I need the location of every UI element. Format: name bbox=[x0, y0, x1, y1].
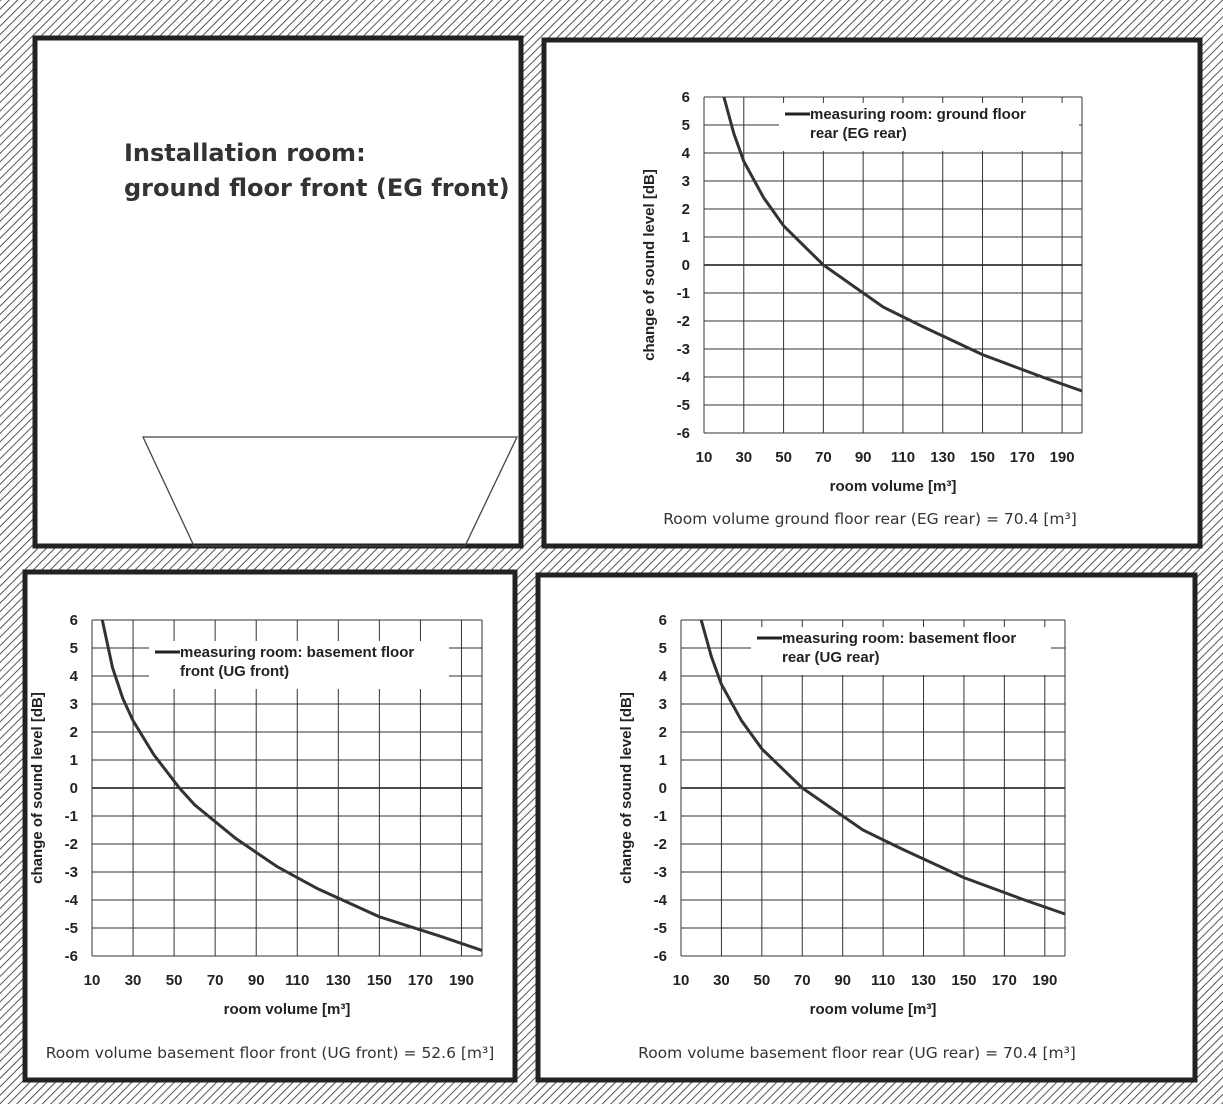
x-tick-label: 50 bbox=[166, 972, 183, 989]
y-tick-label: 4 bbox=[682, 145, 691, 162]
x-tick-label: 10 bbox=[84, 972, 101, 989]
y-tick-label: -5 bbox=[65, 920, 78, 937]
y-tick-label: 1 bbox=[682, 229, 690, 246]
x-tick-label: 130 bbox=[930, 449, 955, 466]
series-curve bbox=[100, 619, 483, 952]
y-tick-label: 6 bbox=[682, 89, 690, 106]
x-tick-label: 190 bbox=[1032, 972, 1057, 989]
y-axis-title: change of sound level [dB] bbox=[618, 692, 635, 884]
x-axis-title: room volume [m³] bbox=[224, 1001, 351, 1018]
y-tick-label: 5 bbox=[659, 640, 667, 657]
x-tick-label: 70 bbox=[815, 449, 832, 466]
x-tick-label: 50 bbox=[753, 972, 770, 989]
legend-label-line2: rear (EG rear) bbox=[810, 125, 907, 142]
y-tick-label: -1 bbox=[677, 285, 690, 302]
x-tick-label: 30 bbox=[735, 449, 752, 466]
x-tick-label: 50 bbox=[775, 449, 792, 466]
caption-ug-rear: Room volume basement floor rear (UG rear… bbox=[638, 1044, 1076, 1062]
legend-label-line2: rear (UG rear) bbox=[782, 649, 880, 666]
y-tick-label: 6 bbox=[70, 612, 78, 629]
y-tick-label: -6 bbox=[65, 948, 78, 965]
series-curve bbox=[699, 619, 1066, 916]
y-tick-label: 3 bbox=[659, 696, 667, 713]
y-tick-label: 2 bbox=[659, 724, 667, 741]
y-tick-label: 3 bbox=[682, 173, 690, 190]
series-curve bbox=[722, 96, 1083, 393]
y-tick-label: -4 bbox=[677, 369, 691, 386]
room-eg-front bbox=[32, 35, 524, 549]
x-tick-label: 130 bbox=[911, 972, 936, 989]
x-tick-label: 10 bbox=[673, 972, 690, 989]
caption-ug-front: Room volume basement floor front (UG fro… bbox=[46, 1044, 495, 1062]
y-tick-label: -2 bbox=[654, 836, 667, 853]
x-tick-label: 30 bbox=[125, 972, 142, 989]
legend-label-line2: front (UG front) bbox=[180, 663, 289, 680]
y-tick-label: 2 bbox=[682, 201, 690, 218]
x-tick-label: 70 bbox=[207, 972, 224, 989]
legend-box bbox=[779, 103, 1079, 151]
y-tick-label: -2 bbox=[65, 836, 78, 853]
x-tick-label: 130 bbox=[326, 972, 351, 989]
legend-box bbox=[149, 641, 449, 689]
y-tick-label: 4 bbox=[659, 668, 668, 685]
y-tick-label: 4 bbox=[70, 668, 79, 685]
legend-label-line1: measuring room: ground floor bbox=[810, 106, 1026, 123]
y-tick-label: -1 bbox=[654, 808, 667, 825]
y-tick-label: 3 bbox=[70, 696, 78, 713]
x-tick-label: 110 bbox=[891, 449, 915, 466]
y-tick-label: -2 bbox=[677, 313, 690, 330]
y-tick-label: 5 bbox=[682, 117, 690, 134]
y-tick-label: -3 bbox=[677, 341, 690, 358]
x-tick-label: 150 bbox=[951, 972, 976, 989]
y-tick-label: 1 bbox=[659, 752, 667, 769]
y-axis-title: change of sound level [dB] bbox=[29, 692, 46, 884]
y-tick-label: -4 bbox=[65, 892, 79, 909]
x-tick-label: 190 bbox=[1050, 449, 1075, 466]
x-tick-label: 90 bbox=[248, 972, 265, 989]
x-tick-label: 90 bbox=[834, 972, 851, 989]
x-tick-label: 170 bbox=[408, 972, 433, 989]
x-tick-label: 110 bbox=[285, 972, 309, 989]
installation-room-title-line2: ground floor front (EG front) bbox=[124, 174, 510, 202]
y-tick-label: 2 bbox=[70, 724, 78, 741]
y-tick-label: -1 bbox=[65, 808, 78, 825]
y-tick-label: 0 bbox=[70, 780, 78, 797]
legend-box bbox=[751, 627, 1051, 675]
x-tick-label: 10 bbox=[696, 449, 713, 466]
x-axis-title: room volume [m³] bbox=[830, 478, 957, 495]
y-tick-label: 0 bbox=[682, 257, 690, 274]
x-tick-label: 150 bbox=[367, 972, 392, 989]
y-tick-label: 6 bbox=[659, 612, 667, 629]
x-tick-label: 170 bbox=[992, 972, 1017, 989]
y-axis-title: change of sound level [dB] bbox=[641, 169, 658, 361]
caption-eg-rear: Room volume ground floor rear (EG rear) … bbox=[663, 510, 1077, 528]
x-tick-label: 90 bbox=[855, 449, 872, 466]
y-tick-label: -3 bbox=[654, 864, 667, 881]
legend-label-line1: measuring room: basement floor bbox=[782, 630, 1016, 647]
y-tick-label: -3 bbox=[65, 864, 78, 881]
x-tick-label: 110 bbox=[871, 972, 895, 989]
y-tick-label: -5 bbox=[677, 397, 690, 414]
y-tick-label: -5 bbox=[654, 920, 667, 937]
installation-device-outline bbox=[141, 436, 519, 547]
y-tick-label: -6 bbox=[654, 948, 667, 965]
y-tick-label: -6 bbox=[677, 425, 690, 442]
x-tick-label: 70 bbox=[794, 972, 811, 989]
y-tick-label: -4 bbox=[654, 892, 668, 909]
y-tick-label: 5 bbox=[70, 640, 78, 657]
y-tick-label: 1 bbox=[70, 752, 78, 769]
x-tick-label: 170 bbox=[1010, 449, 1035, 466]
y-tick-label: 0 bbox=[659, 780, 667, 797]
x-tick-label: 150 bbox=[970, 449, 995, 466]
x-tick-label: 30 bbox=[713, 972, 730, 989]
installation-room-title-line1: Installation room: bbox=[124, 139, 366, 167]
x-tick-label: 190 bbox=[449, 972, 474, 989]
legend-label-line1: measuring room: basement floor bbox=[180, 644, 414, 661]
x-axis-title: room volume [m³] bbox=[810, 1001, 937, 1018]
